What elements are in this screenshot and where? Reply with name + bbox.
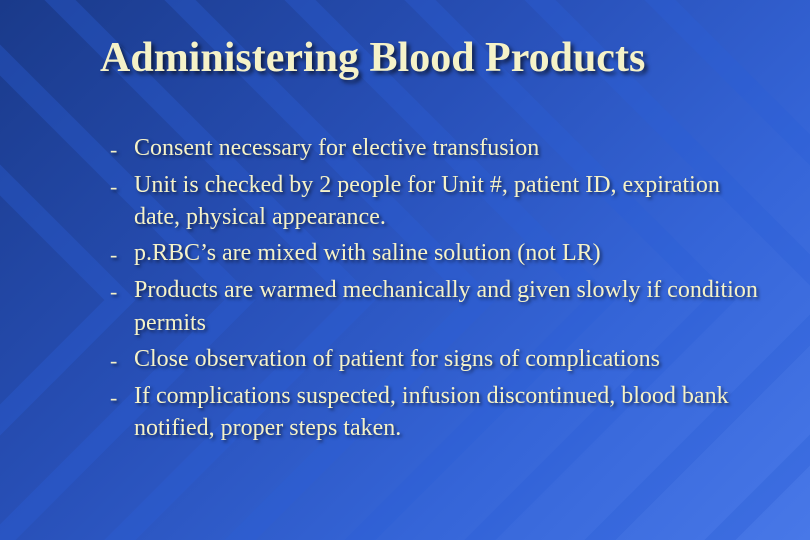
bullet-text: Close observation of patient for signs o… bbox=[134, 343, 760, 375]
list-item: -If complications suspected, infusion di… bbox=[110, 380, 760, 445]
bullet-dash-icon: - bbox=[110, 380, 134, 413]
bullet-text: p.RBC’s are mixed with saline solution (… bbox=[134, 237, 760, 269]
bullet-list: -Consent necessary for elective transfus… bbox=[100, 132, 760, 444]
slide: Administering Blood Products -Consent ne… bbox=[0, 0, 810, 540]
bullet-text: Consent necessary for elective transfusi… bbox=[134, 132, 760, 164]
bullet-text: Unit is checked by 2 people for Unit #, … bbox=[134, 169, 760, 234]
bullet-dash-icon: - bbox=[110, 169, 134, 202]
bullet-text: Products are warmed mechanically and giv… bbox=[134, 274, 760, 339]
list-item: -p.RBC’s are mixed with saline solution … bbox=[110, 237, 760, 270]
bullet-dash-icon: - bbox=[110, 237, 134, 270]
bullet-dash-icon: - bbox=[110, 132, 134, 165]
bullet-text: If complications suspected, infusion dis… bbox=[134, 380, 760, 445]
bullet-dash-icon: - bbox=[110, 274, 134, 307]
list-item: -Products are warmed mechanically and gi… bbox=[110, 274, 760, 339]
list-item: -Unit is checked by 2 people for Unit #,… bbox=[110, 169, 760, 234]
list-item: -Consent necessary for elective transfus… bbox=[110, 132, 760, 165]
list-item: -Close observation of patient for signs … bbox=[110, 343, 760, 376]
slide-title: Administering Blood Products bbox=[100, 34, 760, 82]
bullet-dash-icon: - bbox=[110, 343, 134, 376]
